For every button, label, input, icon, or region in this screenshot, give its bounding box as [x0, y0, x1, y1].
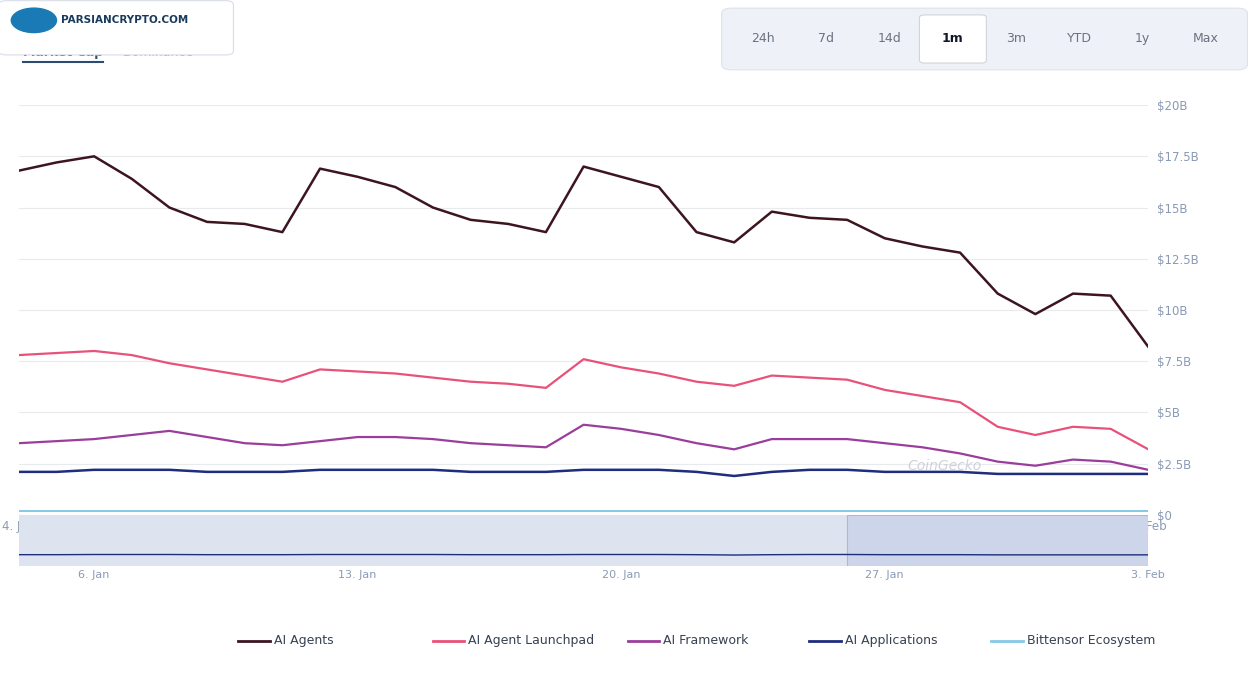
Text: 7d: 7d [818, 33, 835, 45]
Bar [847, 515, 1148, 566]
Text: Dominance: Dominance [123, 46, 195, 59]
Text: AI Agent Launchpad: AI Agent Launchpad [468, 634, 594, 647]
Text: AI Framework: AI Framework [663, 634, 748, 647]
Text: CoinGecko: CoinGecko [907, 459, 983, 473]
Text: PARSIANCRYPTO.COM: PARSIANCRYPTO.COM [61, 16, 188, 25]
Text: 14d: 14d [877, 33, 901, 45]
Text: AI Agents: AI Agents [274, 634, 334, 647]
Text: 1m: 1m [943, 33, 964, 45]
Text: 1y: 1y [1135, 33, 1151, 45]
Text: Bittensor Ecosystem: Bittensor Ecosystem [1027, 634, 1155, 647]
Text: YTD: YTD [1067, 33, 1092, 45]
Text: 3m: 3m [1007, 33, 1027, 45]
Text: Max: Max [1194, 33, 1219, 45]
Text: Market Cap: Market Cap [23, 46, 103, 59]
Text: 24h: 24h [752, 33, 776, 45]
Text: AI Applications: AI Applications [845, 634, 937, 647]
